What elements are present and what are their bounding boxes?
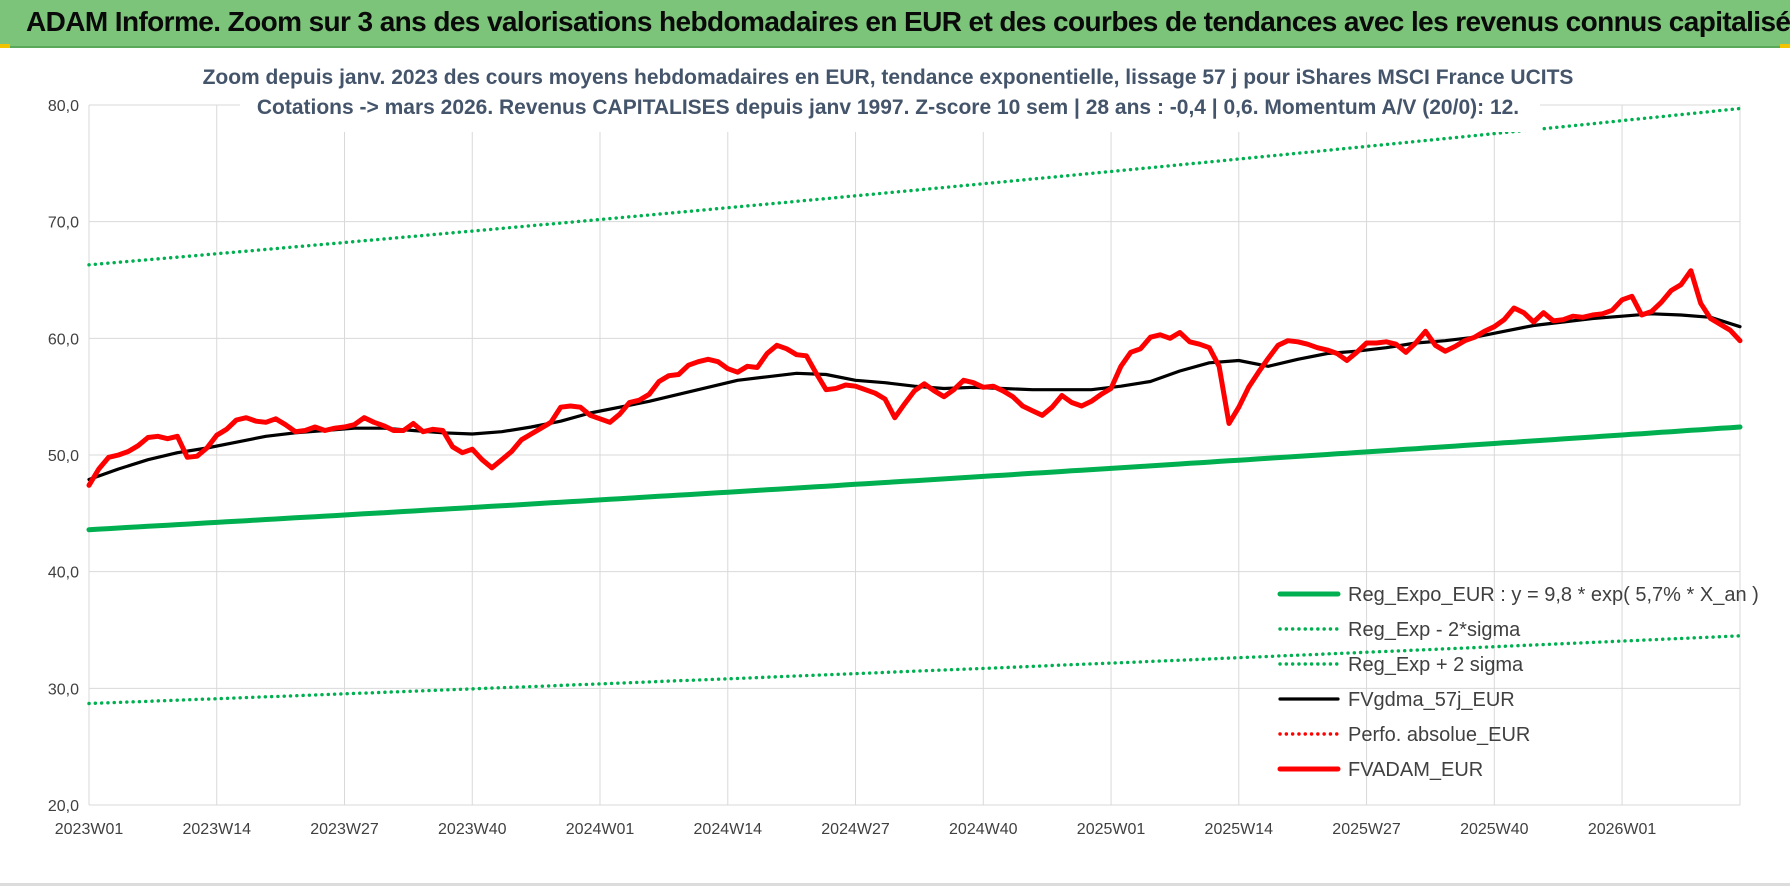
y-tick-label: 70,0 xyxy=(48,215,79,232)
chart-subtitle-line: Zoom depuis janv. 2023 des cours moyens … xyxy=(203,66,1574,89)
series-line-fvadam-eur xyxy=(86,268,1743,488)
y-tick-label: 60,0 xyxy=(48,331,79,348)
x-tick-label: 2023W40 xyxy=(438,821,507,838)
x-tick-label: 2023W01 xyxy=(55,821,124,838)
x-tick-label: 2024W27 xyxy=(821,821,890,838)
report-title: ADAM Informe. Zoom sur 3 ans des valoris… xyxy=(26,6,1790,37)
legend-label: Reg_Expo_EUR : y = 9,8 * exp( 5,7% * X_a… xyxy=(1348,584,1759,606)
series-line-reg-exp xyxy=(87,634,1742,706)
x-tick-label: 2024W01 xyxy=(566,821,635,838)
x-tick-label: 2025W40 xyxy=(1460,821,1529,838)
chart-subtitle-line: Cotations -> mars 2026. Revenus CAPITALI… xyxy=(257,96,1519,119)
y-tick-label: 80,0 xyxy=(48,98,79,115)
series-line-reg-exp xyxy=(87,106,1742,267)
legend-label: FVADAM_EUR xyxy=(1348,759,1483,781)
legend-label: Reg_Exp + 2 sigma xyxy=(1348,654,1524,676)
y-tick-label: 30,0 xyxy=(48,681,79,698)
x-tick-label: 2023W14 xyxy=(183,821,252,838)
x-tick-label: 2023W27 xyxy=(310,821,379,838)
bottom-divider xyxy=(0,883,1790,886)
y-tick-label: 20,0 xyxy=(48,798,79,815)
legend-label: Reg_Exp - 2*sigma xyxy=(1348,619,1521,641)
x-tick-label: 2025W27 xyxy=(1332,821,1401,838)
corner-mark xyxy=(0,44,10,48)
title-box xyxy=(240,59,1540,132)
corner-mark xyxy=(1780,44,1790,48)
header-banner: ADAM Informe. Zoom sur 3 ans des valoris… xyxy=(0,0,1790,48)
x-tick-label: 2024W40 xyxy=(949,821,1018,838)
x-tick-label: 2024W14 xyxy=(694,821,763,838)
y-tick-label: 40,0 xyxy=(48,565,79,582)
chart-area: 20,0 30,0 40,0 50,0 60,0 70,0 80,0 2023W01 2023W… xyxy=(0,46,1790,886)
x-tick-label: 2025W01 xyxy=(1077,821,1146,838)
y-tick-label: 50,0 xyxy=(48,448,79,465)
x-tick-label: 2025W14 xyxy=(1205,821,1274,838)
line-chart: 20,0 30,0 40,0 50,0 60,0 70,0 80,0 2023W01 2023W… xyxy=(48,59,1759,838)
x-tick-label: 2026W01 xyxy=(1588,821,1657,838)
legend-label: FVgdma_57j_EUR xyxy=(1348,689,1515,711)
series-line-reg-expo-eur xyxy=(86,424,1743,533)
legend-label: Perfo. absolue_EUR xyxy=(1348,724,1530,746)
